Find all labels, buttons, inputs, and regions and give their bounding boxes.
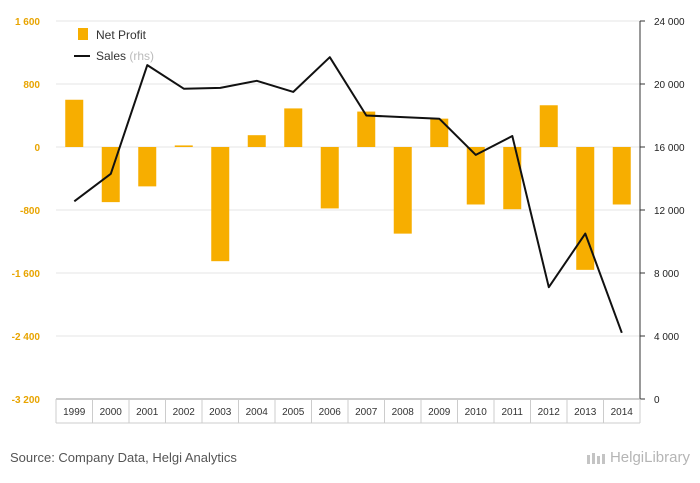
net-profit-bar: [284, 108, 303, 147]
x-axis-tick-label: 2009: [428, 407, 451, 418]
net-profit-bar: [174, 145, 193, 147]
left-axis-tick-label: 1 600: [15, 17, 40, 28]
right-axis-ticks: 24 000 20 000 16 000 12 000 8 000 4 000 0: [639, 17, 685, 406]
net-profit-bar: [65, 99, 84, 147]
x-axis-tick-label: 2008: [392, 407, 415, 418]
left-axis-tick-label: 0: [34, 143, 40, 154]
net-profit-bar: [247, 135, 266, 147]
net-profit-bars: [65, 99, 631, 270]
logo-text: HelgiLibrary: [609, 449, 690, 466]
right-axis-tick-label: 12 000: [654, 206, 685, 217]
right-axis-tick-label: 0: [654, 395, 660, 406]
x-axis-tick-label: 2004: [246, 407, 269, 418]
left-axis-tick-label: -3 200: [12, 395, 41, 406]
right-axis-tick-label: 24 000: [654, 17, 685, 28]
x-axis-tick-label: 2012: [538, 407, 561, 418]
right-axis-tick-label: 20 000: [654, 80, 685, 91]
x-axis-tick-label: 2010: [465, 407, 488, 418]
legend-sales-label: Sales (rhs): [96, 49, 154, 63]
sales-line: [73, 56, 623, 334]
chart: 1 600 800 0 -800 -1 600 -2 400 -3 200 24 000 20…: [12, 17, 685, 424]
right-axis-tick-label: 8 000: [654, 269, 679, 280]
x-axis-tick-label: 2003: [209, 407, 232, 418]
x-axis-tick-label: 2005: [282, 407, 305, 418]
net-profit-bar: [539, 105, 558, 147]
net-profit-bar: [466, 147, 485, 205]
net-profit-bar: [211, 147, 230, 262]
right-axis-tick-label: 4 000: [654, 332, 679, 343]
left-axis-tick-label: -1 600: [12, 269, 41, 280]
net-profit-bar: [430, 118, 449, 147]
left-axis-tick-label: 800: [23, 80, 40, 91]
x-axis-tick-label: 2011: [501, 407, 523, 418]
helgi-logo-icon: [586, 452, 605, 464]
net-profit-bar: [612, 147, 631, 205]
net-profit-bar: [138, 147, 157, 187]
left-axis-tick-label: -2 400: [12, 332, 41, 343]
legend-net-profit-swatch: [78, 28, 88, 40]
left-axis-ticks: 1 600 800 0 -800 -1 600 -2 400 -3 200: [12, 17, 41, 406]
x-axis: 1999 2000 2001 2002 2003 2004 2005 2006 2007 2008…: [55, 398, 641, 424]
net-profit-bar: [357, 111, 376, 147]
legend: Net Profit Sales (rhs): [74, 28, 154, 63]
left-axis-tick-label: -800: [20, 206, 40, 217]
net-profit-bar: [393, 147, 412, 234]
helgi-library-logo: HelgiLibrary: [586, 449, 690, 466]
x-axis-tick-label: 2007: [355, 407, 378, 418]
legend-sales-name: Sales: [96, 49, 126, 63]
right-axis-tick-label: 16 000: [654, 143, 685, 154]
net-profit-bar: [320, 147, 339, 209]
source-note: Source: Company Data, Helgi Analytics: [10, 450, 237, 465]
x-axis-tick-label: 2014: [611, 407, 634, 418]
legend-net-profit-label: Net Profit: [96, 28, 147, 42]
legend-sales-rhs: (rhs): [129, 49, 154, 63]
sales-series-line: [73, 56, 623, 334]
x-axis-tick-label: 2002: [173, 407, 196, 418]
x-axis-tick-label: 2013: [574, 407, 597, 418]
x-axis-tick-label: 2006: [319, 407, 342, 418]
x-axis-tick-label: 2001: [136, 407, 159, 418]
x-axis-tick-label: 2000: [100, 407, 123, 418]
x-axis-tick-label: 1999: [63, 407, 86, 418]
net-profit-bar: [503, 147, 522, 210]
